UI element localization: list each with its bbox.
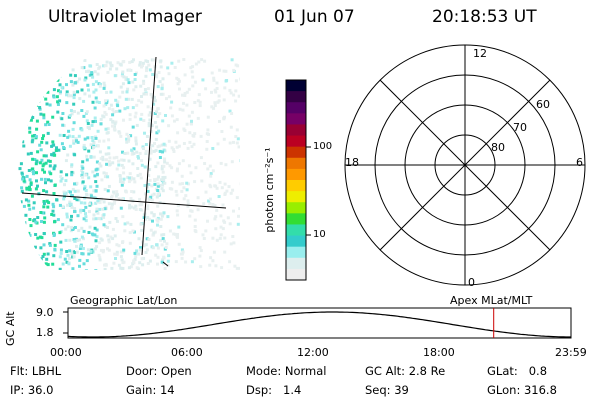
mlt-label-12: 12 <box>473 47 487 60</box>
colorbar-stripe <box>286 157 306 170</box>
imager-views <box>18 44 586 286</box>
status-glon: GLon: 316.8 <box>487 383 557 397</box>
colorbar-stripe <box>286 246 306 259</box>
meridian-line <box>141 56 157 256</box>
x-tick-1200: 12:00 <box>297 346 329 359</box>
colorbar-stripe <box>286 224 306 237</box>
x-tick-0000: 00:00 <box>50 346 82 359</box>
x-tick-1800: 18:00 <box>423 346 455 359</box>
status-seq: Seq: 39 <box>365 383 409 397</box>
status-glat: GLat: 0.8 <box>487 364 548 378</box>
colorbar-stripe <box>286 202 306 214</box>
colorbar-stripe <box>286 80 306 92</box>
mlt-label-18: 18 <box>345 156 359 169</box>
colorbar-stripe <box>286 91 306 103</box>
uv-earth-disk-image <box>18 58 240 270</box>
x-tick-2359: 23:59 <box>555 346 587 359</box>
observation-time: 20:18:53 UT <box>432 7 537 27</box>
status-door: Door: Open <box>126 364 192 378</box>
orbit-altitude-plot <box>63 307 572 339</box>
colorbar-stripe <box>286 191 306 203</box>
altitude-curve <box>67 311 571 338</box>
colorbar-stripe <box>286 235 306 248</box>
y-tick-9: 9.0 <box>36 306 54 319</box>
geographic-title: Geographic Lat/Lon <box>70 294 178 307</box>
observation-date: 01 Jun 07 <box>274 7 355 27</box>
status-flt: Flt: LBHL <box>10 364 62 378</box>
apex-title: Apex MLat/MLT <box>450 294 533 307</box>
colorbar-stripe <box>286 102 306 114</box>
tick-mark <box>162 261 169 267</box>
colorbar-stripe <box>286 268 306 281</box>
alt-plot-frame <box>67 307 572 339</box>
status-mode: Mode: Normal <box>246 364 327 378</box>
lat-label-70: 70 <box>513 121 527 134</box>
lat-label-60: 60 <box>536 98 550 111</box>
instrument-title: Ultraviolet Imager <box>48 7 202 27</box>
mlt-label-6: 6 <box>576 156 583 169</box>
colorbar-label-10: 10 <box>313 229 326 240</box>
colorbar-frame <box>285 79 307 281</box>
colorbar-stripe <box>286 213 306 225</box>
mlt-label-0: 0 <box>468 276 475 289</box>
status-dsp: Dsp: 1.4 <box>246 383 302 397</box>
colorbar-stripe <box>286 135 306 148</box>
colorbar <box>286 80 306 281</box>
colorbar-units-label: photon cm⁻²s⁻¹ <box>263 147 276 233</box>
colorbar-label-100: 100 <box>313 141 333 152</box>
colorbar-stripe <box>286 257 306 270</box>
colorbar-stripe <box>286 146 306 159</box>
x-tick-0600: 06:00 <box>171 346 203 359</box>
y-tick-1-8: 1.8 <box>36 326 54 339</box>
polar-line-diag-2 <box>379 79 551 251</box>
colorbar-stripe <box>286 180 306 192</box>
status-gc-alt: GC Alt: 2.8 Re <box>365 364 446 378</box>
status-ip: IP: 36.0 <box>10 383 54 397</box>
colorbar-stripe <box>286 124 306 137</box>
colorbar-stripe <box>286 113 306 125</box>
equator-line <box>21 192 227 209</box>
lat-label-80: 80 <box>491 141 505 154</box>
status-gain: Gain: 14 <box>126 383 175 397</box>
polar-grid <box>344 44 586 286</box>
colorbar-stripe <box>286 168 306 181</box>
